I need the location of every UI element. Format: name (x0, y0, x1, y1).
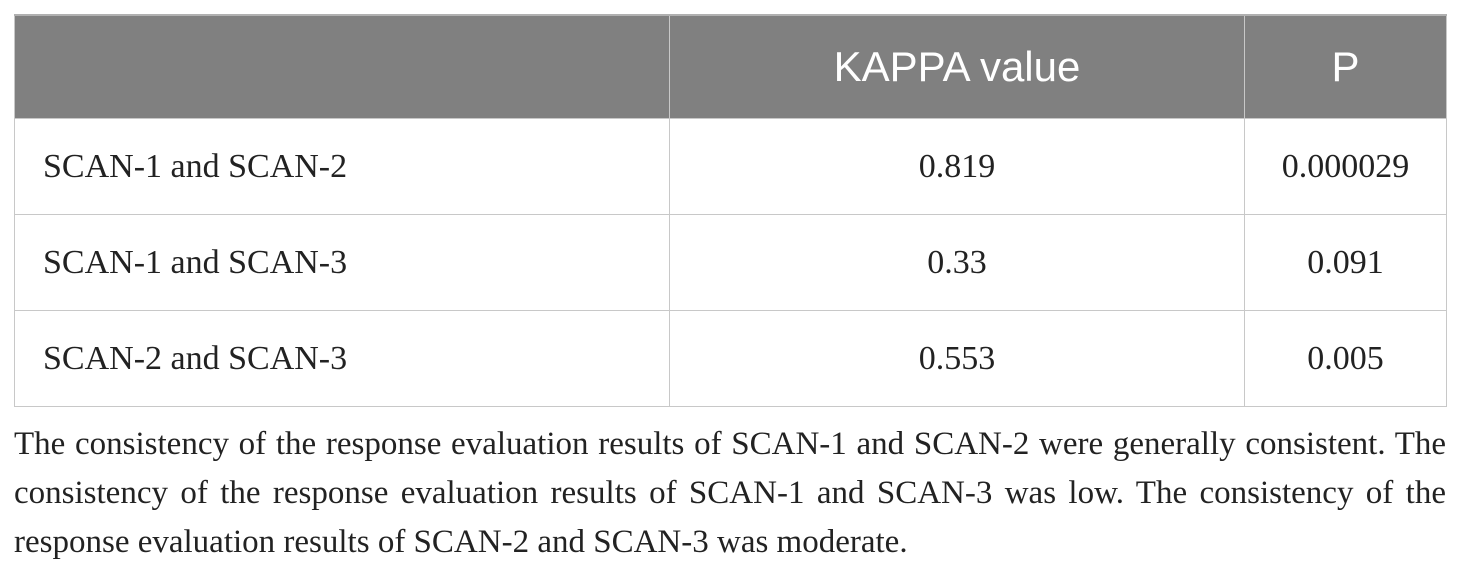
table-footnote: The consistency of the response evaluati… (14, 426, 1446, 560)
p-cell: 0.000029 (1244, 118, 1447, 215)
kappa-cell: 0.819 (669, 118, 1245, 215)
table-row: SCAN-2 and SCAN-3 0.553 0.005 (14, 310, 1447, 407)
header-kappa-value: KAPPA value (669, 14, 1245, 119)
kappa-table: KAPPA value P SCAN-1 and SCAN-2 0.819 0.… (14, 14, 1447, 407)
kappa-table-container: KAPPA value P SCAN-1 and SCAN-2 0.819 0.… (14, 14, 1447, 407)
comparison-cell: SCAN-1 and SCAN-3 (14, 214, 670, 311)
header-comparison (14, 14, 670, 119)
table-row: SCAN-1 and SCAN-3 0.33 0.091 (14, 214, 1447, 311)
table-row: SCAN-1 and SCAN-2 0.819 0.000029 (14, 118, 1447, 215)
p-cell: 0.091 (1244, 214, 1447, 311)
comparison-cell: SCAN-2 and SCAN-3 (14, 310, 670, 407)
header-p: P (1244, 14, 1447, 119)
comparison-cell: SCAN-1 and SCAN-2 (14, 118, 670, 215)
p-cell: 0.005 (1244, 310, 1447, 407)
table-header-row: KAPPA value P (14, 14, 1447, 119)
kappa-cell: 0.553 (669, 310, 1245, 407)
kappa-cell: 0.33 (669, 214, 1245, 311)
